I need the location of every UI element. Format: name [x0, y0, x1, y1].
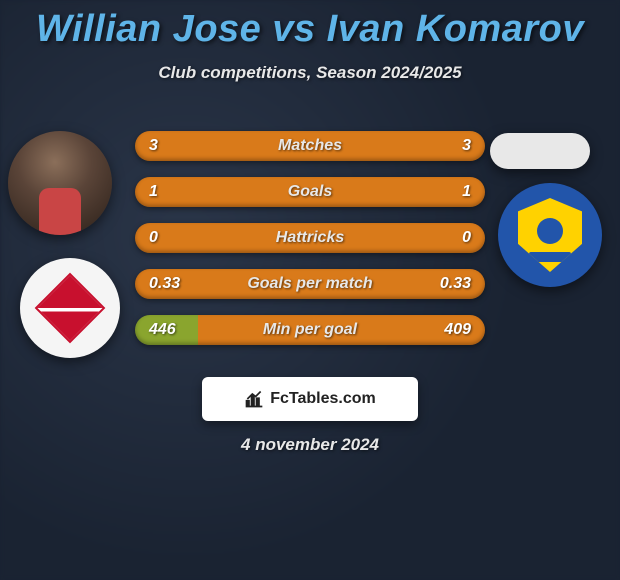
- player-right-photo: [490, 133, 590, 169]
- player-left-photo: [8, 131, 112, 235]
- stat-label: Matches: [278, 137, 342, 155]
- stat-right-value: 1: [431, 183, 471, 201]
- stat-right-value: 0: [431, 229, 471, 247]
- stat-row: 3 Matches 3: [135, 131, 485, 161]
- stat-rows: 3 Matches 3 1 Goals 1 0 Hattricks 0 0.33 Goals per…: [135, 131, 485, 361]
- stat-right-value: 3: [431, 137, 471, 155]
- team-right-logo: [498, 183, 602, 287]
- stat-label: Goals per match: [247, 275, 372, 293]
- stat-left-value: 0.33: [149, 275, 189, 293]
- team-left-logo: [20, 258, 120, 358]
- stat-row: 0 Hattricks 0: [135, 223, 485, 253]
- footer-date: 4 november 2024: [0, 435, 620, 455]
- chart-icon: [244, 389, 264, 409]
- stat-label: Min per goal: [263, 321, 357, 339]
- watermark-text: FcTables.com: [270, 390, 376, 408]
- stat-row: 1 Goals 1: [135, 177, 485, 207]
- comparison-card: Willian Jose vs Ivan Komarov Club compet…: [0, 0, 620, 455]
- stat-label: Goals: [288, 183, 332, 201]
- page-title: Willian Jose vs Ivan Komarov: [0, 8, 620, 51]
- stats-area: 3 Matches 3 1 Goals 1 0 Hattricks 0 0.33 Goals per…: [0, 113, 620, 373]
- stat-label: Hattricks: [276, 229, 344, 247]
- stat-left-value: 0: [149, 229, 189, 247]
- stat-row: 0.33 Goals per match 0.33: [135, 269, 485, 299]
- stat-row: 446 Min per goal 409: [135, 315, 485, 345]
- page-subtitle: Club competitions, Season 2024/2025: [0, 63, 620, 83]
- rostov-icon: [518, 198, 582, 272]
- stat-right-value: 0.33: [431, 275, 471, 293]
- stat-left-value: 3: [149, 137, 189, 155]
- watermark: FcTables.com: [202, 377, 418, 421]
- spartak-icon: [35, 273, 106, 344]
- stat-left-value: 1: [149, 183, 189, 201]
- stat-right-value: 409: [431, 321, 471, 339]
- stat-left-value: 446: [149, 321, 189, 339]
